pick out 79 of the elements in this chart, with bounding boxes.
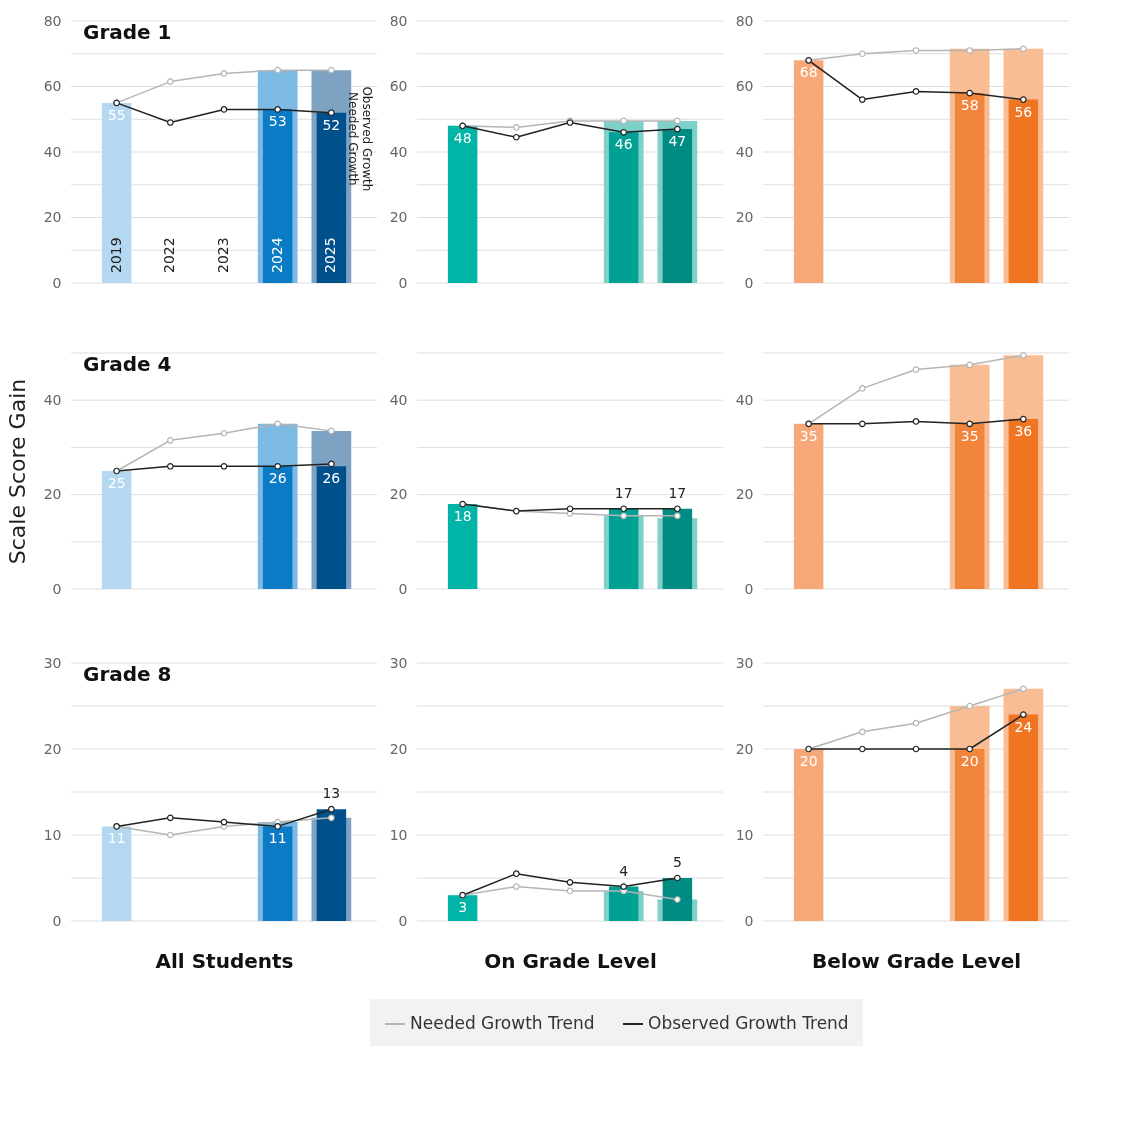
- annotation: Observed Growth: [360, 86, 374, 192]
- x-axis-title: All Students: [155, 948, 294, 973]
- y-tick-label: 40: [389, 391, 408, 408]
- y-axis-title: Scale Score Gain: [4, 378, 30, 565]
- y-tick-label: 10: [735, 826, 754, 843]
- y-tick-label: 0: [744, 912, 754, 929]
- x-axis-title: Below Grade Level: [811, 948, 1022, 973]
- data-label: 52: [322, 116, 341, 133]
- y-tick-label: 0: [398, 274, 408, 291]
- data-label: 35: [960, 427, 979, 444]
- annotation: Needed Growth: [346, 92, 360, 186]
- data-label: 53: [268, 113, 287, 130]
- data-label: 36: [1014, 423, 1033, 440]
- y-tick-label: 20: [735, 486, 754, 503]
- chart-title: Grade 4: [83, 352, 172, 376]
- y-tick-label: 30: [735, 654, 754, 671]
- data-label: 17: [614, 484, 633, 501]
- y-tick-label: 40: [735, 143, 754, 160]
- y-tick-label: 20: [735, 740, 754, 757]
- y-tick-label: 0: [52, 912, 62, 929]
- legend-label: Needed Growth Trend: [410, 1013, 595, 1033]
- y-tick-label: 0: [52, 580, 62, 597]
- data-label: 55: [107, 106, 126, 123]
- data-label: 25: [107, 475, 126, 491]
- y-tick-label: 10: [43, 826, 62, 843]
- data-label: 17: [668, 484, 687, 501]
- y-tick-label: 0: [744, 580, 754, 597]
- y-tick-label: 40: [735, 391, 754, 408]
- data-label: 48: [453, 129, 472, 146]
- x-axis-title: On Grade Level: [484, 948, 657, 973]
- y-tick-label: 80: [43, 12, 62, 29]
- data-label: 24: [1014, 718, 1033, 735]
- data-label: 26: [268, 470, 287, 487]
- y-tick-label: 0: [398, 580, 408, 597]
- y-tick-label: 60: [735, 78, 754, 94]
- data-label: 56: [1014, 103, 1033, 120]
- y-tick-label: 40: [389, 143, 408, 160]
- y-tick-label: 20: [389, 209, 408, 225]
- y-tick-label: 0: [398, 912, 408, 929]
- y-tick-label: 20: [735, 209, 754, 225]
- data-label: 26: [322, 470, 341, 487]
- data-label: 11: [107, 830, 126, 847]
- y-tick-label: 20: [389, 740, 408, 757]
- data-label: 68: [799, 64, 818, 81]
- data-label: 5: [672, 854, 682, 870]
- x-tick-label: 2022: [161, 237, 178, 273]
- y-tick-label: 0: [744, 274, 754, 291]
- data-label: 13: [322, 785, 341, 802]
- data-label: 20: [799, 753, 818, 769]
- x-tick-label: 2023: [215, 237, 231, 273]
- data-label: 11: [268, 830, 287, 847]
- y-tick-label: 10: [389, 826, 408, 843]
- data-label: 35: [799, 427, 818, 444]
- x-tick-label: 2019: [107, 237, 124, 273]
- y-tick-label: 20: [389, 486, 408, 503]
- y-tick-label: 40: [43, 143, 62, 160]
- y-tick-label: 20: [43, 486, 62, 503]
- chart-title: Grade 8: [83, 662, 172, 686]
- data-label: 3: [458, 899, 468, 916]
- y-tick-label: 30: [43, 654, 62, 671]
- y-tick-label: 80: [735, 12, 754, 29]
- y-tick-label: 20: [43, 740, 62, 757]
- chart-title: Grade 1: [83, 20, 172, 44]
- data-label: 47: [668, 133, 687, 150]
- data-label: 18: [453, 508, 472, 525]
- y-tick-label: 60: [389, 78, 408, 94]
- y-tick-label: 60: [43, 78, 62, 94]
- data-label: 46: [614, 136, 633, 153]
- legend-label: Observed Growth Trend: [648, 1013, 849, 1033]
- x-tick-label: 2024: [268, 237, 285, 273]
- y-tick-label: 20: [43, 209, 62, 225]
- y-tick-label: 80: [389, 12, 408, 29]
- data-label: 58: [960, 97, 979, 114]
- y-tick-label: 30: [389, 654, 408, 671]
- y-tick-label: 40: [43, 391, 62, 408]
- data-label: 4: [619, 862, 629, 879]
- x-tick-label: 2025: [322, 237, 339, 273]
- data-label: 20: [960, 753, 979, 769]
- y-tick-label: 0: [52, 274, 62, 291]
